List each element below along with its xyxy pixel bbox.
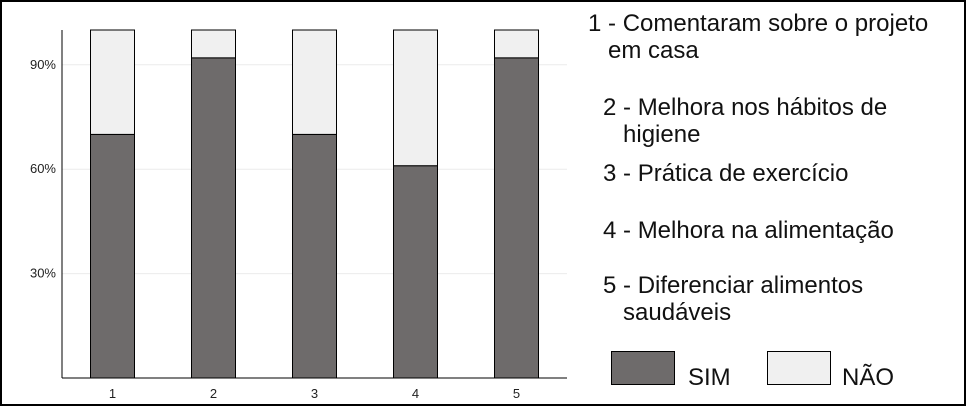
y-tick-label: 60% xyxy=(30,161,56,176)
bar-sim-2 xyxy=(191,57,236,379)
bar-sim-5 xyxy=(494,57,539,379)
legend-item-1-text: - Comentaram sobre o projeto em casa xyxy=(608,10,929,64)
legend-item-5-num: 5 xyxy=(603,272,617,299)
bar-nao-2 xyxy=(191,29,236,59)
x-tick-label: 3 xyxy=(311,386,318,401)
x-tick-label: 1 xyxy=(109,386,116,401)
legend-nao-label: NÃO xyxy=(842,364,895,391)
legend-item-2-num: 2 xyxy=(603,94,617,121)
legend-item-2: 2 - Melhora nos hábitos de higiene xyxy=(603,94,943,148)
x-tick-label: 4 xyxy=(412,386,419,401)
legend-item-4-num: 4 xyxy=(603,217,617,244)
bar-nao-3 xyxy=(292,29,337,135)
legend-sim-label: SIM xyxy=(688,364,731,391)
legend-item-1-num: 1 xyxy=(588,10,602,37)
y-tick-label: 90% xyxy=(30,57,56,72)
bar-nao-1 xyxy=(90,29,135,135)
legend-item-3: 3 - Prática de exercício xyxy=(603,160,943,187)
bar-sim-3 xyxy=(292,133,337,379)
legend-item-3-num: 3 xyxy=(603,160,617,187)
legend-nao-swatch xyxy=(767,351,831,385)
legend-item-4-text: - Melhora na alimentação xyxy=(623,217,894,244)
bar-nao-5 xyxy=(494,29,539,59)
x-tick-label: 5 xyxy=(513,386,520,401)
legend-item-4: 4 - Melhora na alimentação xyxy=(603,217,943,244)
legend-item-3-text: - Prática de exercício xyxy=(623,160,849,187)
legend-item-2-text: - Melhora nos hábitos de higiene xyxy=(623,94,888,148)
x-tick-label: 2 xyxy=(210,386,217,401)
bar-nao-4 xyxy=(393,29,438,167)
legend-item-5-text: - Diferenciar alimentos saudáveis xyxy=(623,272,864,326)
legend-item-5: 5 - Diferenciar alimentos saudáveis xyxy=(603,272,943,326)
bar-sim-4 xyxy=(393,165,438,379)
y-tick-label: 30% xyxy=(30,266,56,281)
legend-item-1: 1 - Comentaram sobre o projeto em casa xyxy=(588,10,958,64)
bar-chart: 30% 60% 90% 1 2 3 4 5 xyxy=(30,29,567,401)
bar-sim-1 xyxy=(90,133,135,379)
legend-sim-swatch xyxy=(611,351,675,385)
